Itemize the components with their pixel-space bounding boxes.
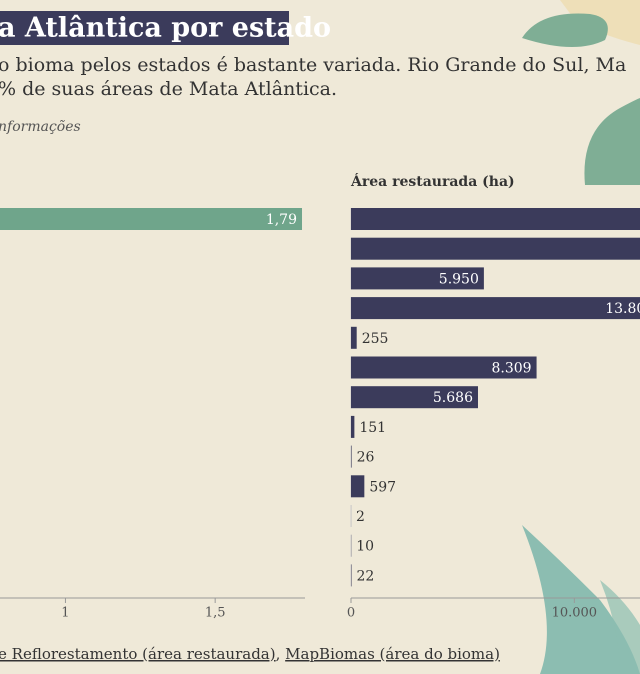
source-link[interactable]: MapBiomas (área do bioma) <box>285 645 500 663</box>
source-sep: , <box>276 645 286 663</box>
bar <box>351 475 365 498</box>
value-label: 2 <box>356 509 365 525</box>
value-label: 10 <box>356 539 374 555</box>
value-label: 5.950 <box>439 271 479 287</box>
decor-leaf <box>522 13 608 48</box>
value-label: 151 <box>359 420 386 436</box>
value-label: 22 <box>356 568 374 584</box>
title-bg <box>0 11 289 45</box>
value-label: 26 <box>357 450 375 466</box>
decor-leaf <box>584 98 640 185</box>
bar <box>351 445 352 468</box>
source-link[interactable]: e Reflorestamento (área restaurada) <box>0 645 276 663</box>
source: e Reflorestamento (área restaurada), Map… <box>0 645 500 663</box>
value-label: 597 <box>369 479 396 495</box>
bar <box>0 208 303 230</box>
title: a Atlântica por estado <box>0 13 331 44</box>
bar <box>351 297 640 320</box>
note: nformações <box>0 119 81 135</box>
x-tick-label: 10.000 <box>552 606 598 621</box>
value-label: 5.686 <box>433 390 473 406</box>
value-label: 255 <box>362 331 389 347</box>
bar <box>351 237 640 260</box>
bar <box>351 326 357 349</box>
decor-leaf <box>600 580 640 674</box>
value-label: 13.800 <box>605 301 640 317</box>
bar <box>351 386 478 409</box>
bar <box>351 208 640 230</box>
x-tick-label: 1 <box>61 606 69 621</box>
decor-leaf <box>522 525 640 674</box>
bar <box>351 356 537 379</box>
axis-title: Área restaurada (ha) <box>350 172 515 190</box>
bar <box>351 415 355 438</box>
value-label: 1,79 <box>266 212 297 228</box>
subtitle: % de suas áreas de Mata Atlântica. <box>0 78 337 100</box>
subtitle: o bioma pelos estados é bastante variada… <box>0 54 626 76</box>
x-tick-label: 0 <box>347 606 355 621</box>
x-tick-label: 1,5 <box>205 606 226 621</box>
value-label: 8.309 <box>491 361 531 377</box>
bar <box>351 267 484 290</box>
